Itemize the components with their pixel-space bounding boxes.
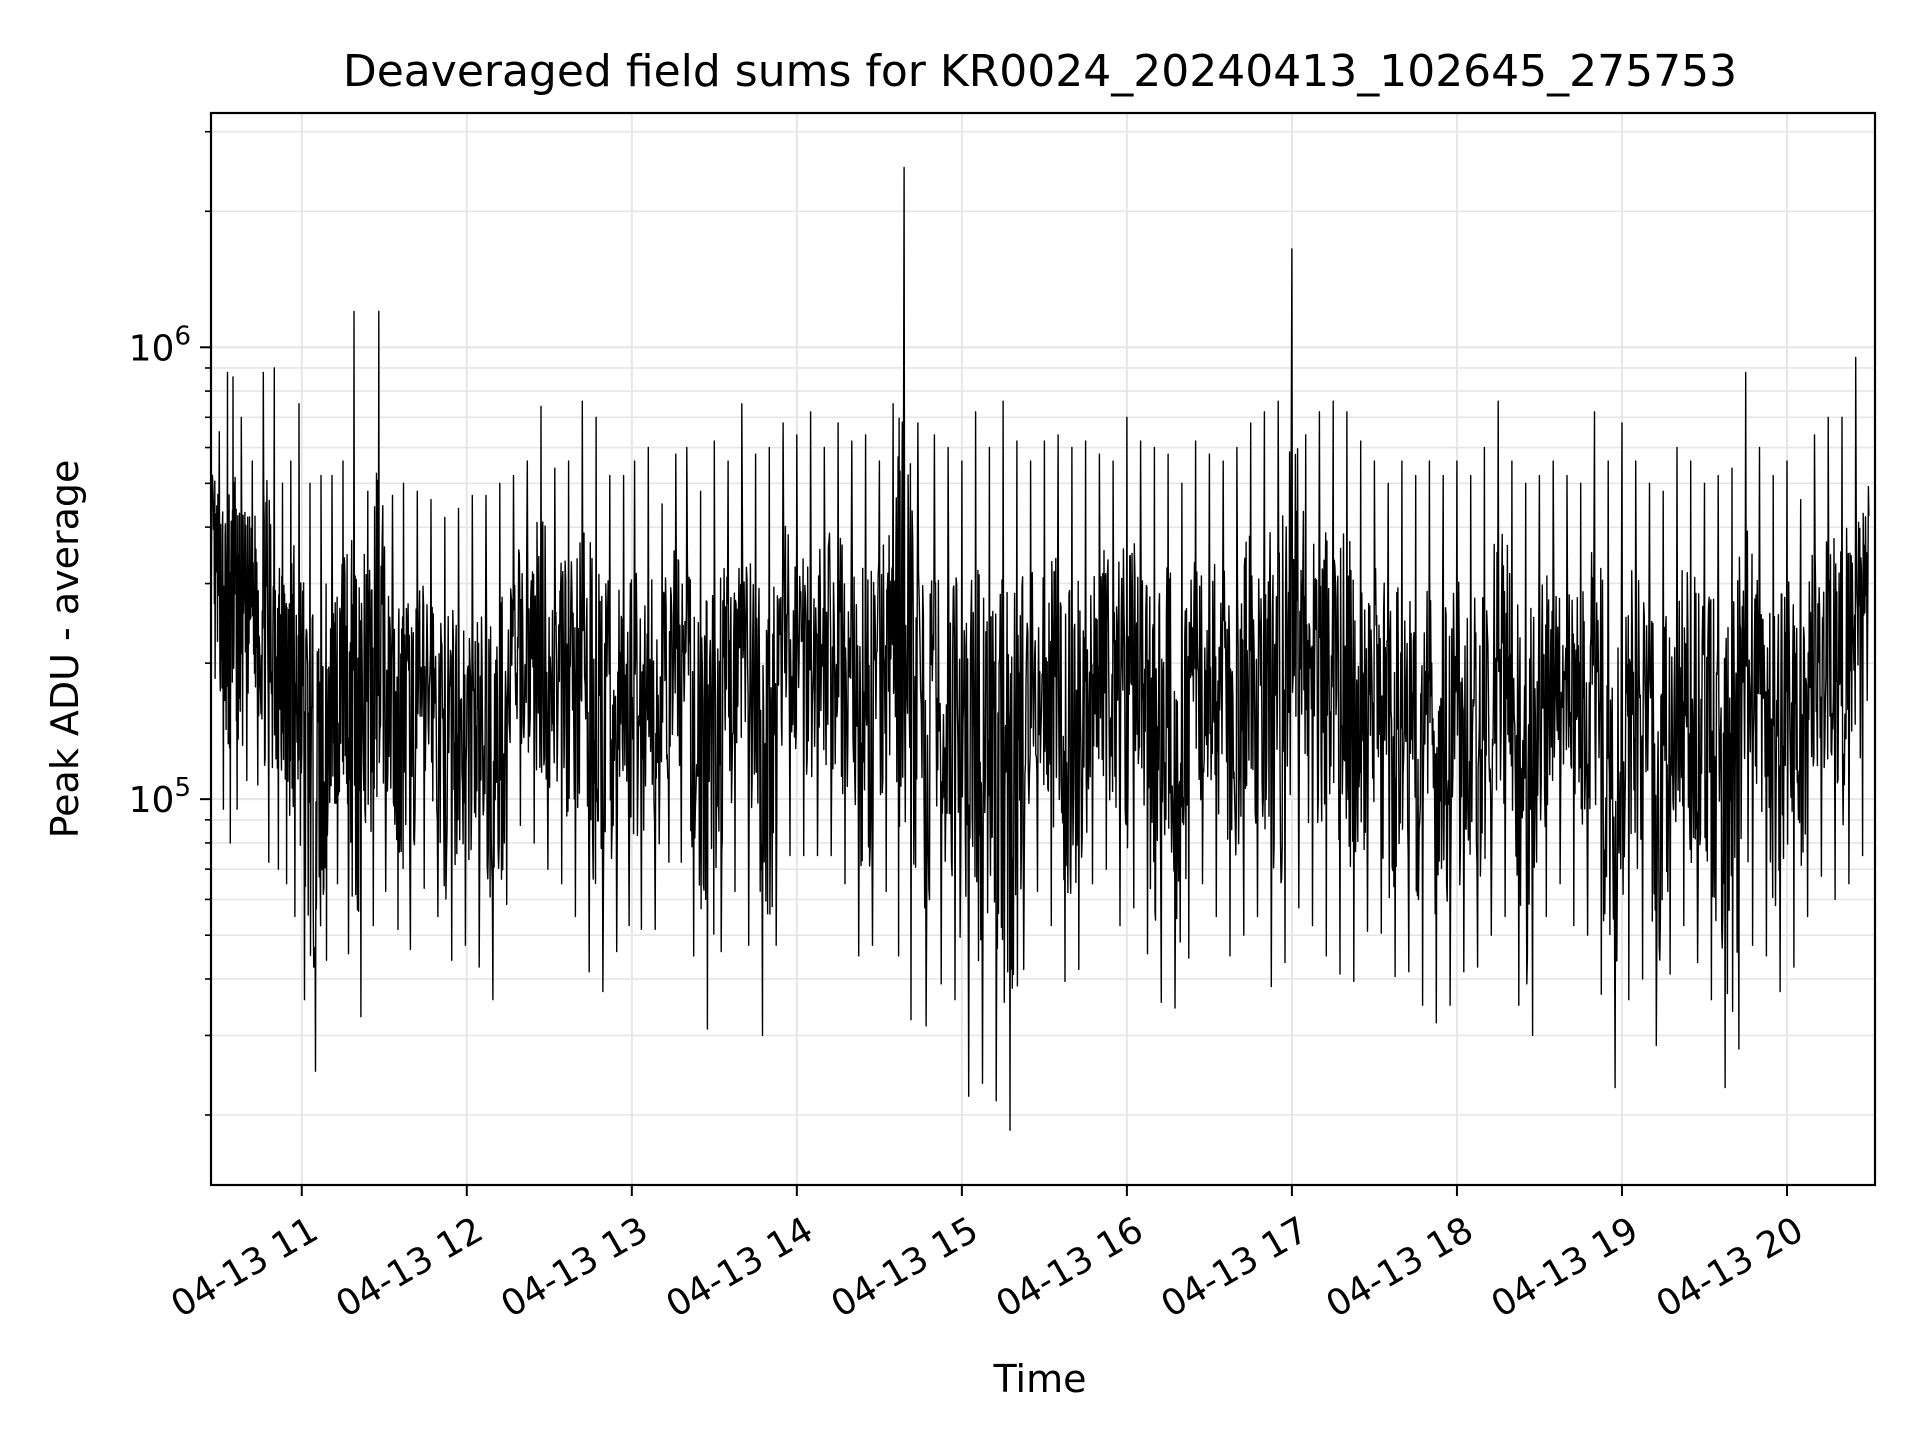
data-series-line — [210, 166, 1870, 1132]
plot-frame — [209, 111, 1877, 1187]
x-axis-label: Time — [993, 1357, 1087, 1401]
data-layer — [210, 166, 1870, 1132]
y-tick-label: 105 — [129, 773, 191, 821]
chart-title: Deaveraged field sums for KR0024_2024041… — [343, 46, 1737, 97]
y-axis-label: Peak ADU - average — [43, 460, 87, 839]
y-axis: 105 106 — [129, 130, 211, 1116]
y-tick-label: 106 — [129, 321, 191, 369]
